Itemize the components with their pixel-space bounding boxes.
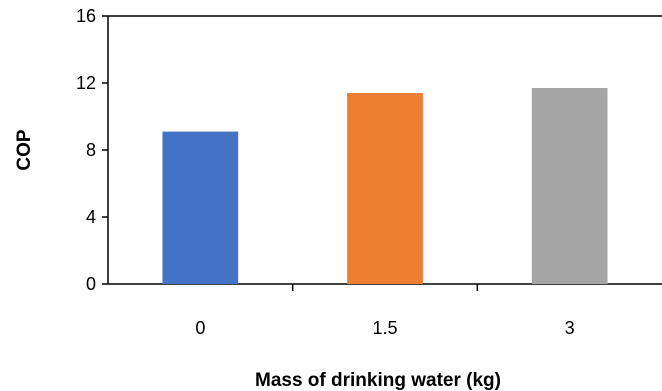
bar-1.5	[347, 93, 423, 284]
x-axis-title: Mass of drinking water (kg)	[255, 370, 501, 391]
x-tick-label: 1.5	[372, 318, 397, 338]
y-tick-label: 0	[86, 274, 96, 294]
bar-3	[531, 88, 608, 285]
y-tick-label: 4	[86, 207, 96, 227]
bar-series	[162, 88, 608, 285]
y-axis-ticks: 0 4 8 12 16	[76, 6, 108, 294]
y-tick-label: 16	[76, 6, 96, 26]
x-tick-label: 0	[195, 318, 205, 338]
y-tick-label: 8	[86, 140, 96, 160]
x-axis-ticks: 0 1.5 3	[195, 284, 575, 338]
bar-0	[162, 131, 239, 284]
y-tick-label: 12	[76, 73, 96, 93]
y-axis-title: COP	[14, 129, 35, 171]
x-tick-label: 3	[565, 318, 575, 338]
